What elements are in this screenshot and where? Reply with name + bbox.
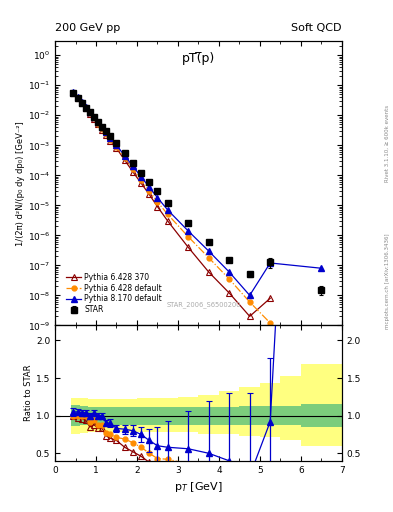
Pythia 6.428 370 bbox=[71, 90, 76, 96]
Pythia 6.428 370 bbox=[155, 204, 160, 210]
Pythia 8.170 default bbox=[122, 153, 127, 159]
Pythia 6.428 default bbox=[147, 188, 152, 194]
Pythia 6.428 default bbox=[206, 254, 211, 261]
Pythia 8.170 default bbox=[100, 124, 105, 131]
Pythia 8.170 default bbox=[147, 184, 152, 190]
Pythia 6.428 370 bbox=[139, 180, 143, 186]
Pythia 6.428 default bbox=[88, 110, 92, 116]
Text: 200 GeV pp: 200 GeV pp bbox=[55, 23, 120, 33]
Pythia 6.428 370 bbox=[79, 100, 84, 106]
Pythia 8.170 default bbox=[227, 269, 231, 275]
Pythia 6.428 370 bbox=[122, 157, 127, 163]
Pythia 8.170 default bbox=[75, 94, 80, 100]
Pythia 6.428 370 bbox=[206, 269, 211, 275]
Pythia 6.428 370 bbox=[100, 126, 105, 133]
Pythia 8.170 default bbox=[165, 207, 170, 213]
Pythia 6.428 370 bbox=[114, 145, 119, 151]
Pythia 6.428 370 bbox=[186, 244, 191, 250]
Pythia 8.170 default bbox=[104, 130, 108, 136]
Pythia 6.428 370 bbox=[96, 121, 101, 127]
Pythia 6.428 default bbox=[165, 211, 170, 218]
Y-axis label: 1/(2π) d²N/(p₀ dy dp₀) [GeV⁻²]: 1/(2π) d²N/(p₀ dy dp₀) [GeV⁻²] bbox=[16, 121, 25, 246]
Pythia 6.428 370 bbox=[227, 290, 231, 296]
Pythia 6.428 370 bbox=[92, 116, 96, 122]
Pythia 8.170 default bbox=[319, 265, 324, 271]
Pythia 8.170 default bbox=[88, 109, 92, 115]
Pythia 6.428 370 bbox=[165, 218, 170, 224]
X-axis label: p$_T$ [GeV]: p$_T$ [GeV] bbox=[174, 480, 223, 494]
Pythia 6.428 default bbox=[92, 115, 96, 121]
Pythia 6.428 default bbox=[186, 233, 191, 240]
Pythia 6.428 default bbox=[247, 299, 252, 305]
Pythia 8.170 default bbox=[130, 163, 135, 169]
Pythia 6.428 default bbox=[227, 276, 231, 282]
Pythia 6.428 370 bbox=[247, 313, 252, 319]
Text: mcplots.cern.ch [arXiv:1306.3436]: mcplots.cern.ch [arXiv:1306.3436] bbox=[385, 234, 390, 329]
Pythia 8.170 default bbox=[83, 104, 88, 110]
Legend: Pythia 6.428 370, Pythia 6.428 default, Pythia 8.170 default, STAR: Pythia 6.428 370, Pythia 6.428 default, … bbox=[64, 271, 164, 316]
Pythia 8.170 default bbox=[155, 195, 160, 201]
Text: pT(̅p): pT(̅p) bbox=[182, 52, 215, 66]
Pythia 8.170 default bbox=[96, 119, 101, 125]
Pythia 6.428 default bbox=[75, 95, 80, 101]
Text: Soft QCD: Soft QCD bbox=[292, 23, 342, 33]
Pythia 8.170 default bbox=[108, 135, 113, 141]
Pythia 6.428 370 bbox=[75, 95, 80, 101]
Pythia 6.428 370 bbox=[83, 105, 88, 112]
Pythia 8.170 default bbox=[79, 99, 84, 105]
Pythia 6.428 default bbox=[79, 100, 84, 106]
Pythia 6.428 370 bbox=[88, 111, 92, 117]
Pythia 6.428 370 bbox=[104, 132, 108, 138]
Pythia 6.428 default bbox=[114, 144, 119, 151]
Pythia 6.428 default bbox=[108, 137, 113, 143]
Pythia 8.170 default bbox=[186, 228, 191, 234]
Pythia 6.428 370 bbox=[268, 295, 273, 302]
Pythia 6.428 default bbox=[96, 120, 101, 126]
Line: Pythia 6.428 default: Pythia 6.428 default bbox=[71, 91, 273, 326]
Line: Pythia 6.428 370: Pythia 6.428 370 bbox=[70, 90, 273, 319]
Text: Rivet 3.1.10, ≥ 600k events: Rivet 3.1.10, ≥ 600k events bbox=[385, 105, 390, 182]
Line: Pythia 8.170 default: Pythia 8.170 default bbox=[70, 89, 325, 298]
Pythia 6.428 default bbox=[155, 199, 160, 205]
Pythia 6.428 370 bbox=[130, 169, 135, 175]
Pythia 6.428 370 bbox=[147, 191, 152, 198]
Pythia 6.428 default bbox=[104, 132, 108, 138]
Pythia 6.428 default bbox=[130, 166, 135, 172]
Pythia 8.170 default bbox=[114, 142, 119, 148]
Pythia 8.170 default bbox=[268, 260, 273, 266]
Pythia 6.428 370 bbox=[108, 138, 113, 144]
Pythia 6.428 default bbox=[100, 126, 105, 132]
Pythia 8.170 default bbox=[71, 89, 76, 95]
Pythia 8.170 default bbox=[206, 248, 211, 254]
Y-axis label: Ratio to STAR: Ratio to STAR bbox=[24, 365, 33, 421]
Pythia 6.428 default bbox=[139, 177, 143, 183]
Pythia 6.428 default bbox=[122, 155, 127, 161]
Pythia 8.170 default bbox=[139, 174, 143, 180]
Pythia 6.428 default bbox=[71, 90, 76, 96]
Pythia 8.170 default bbox=[247, 292, 252, 298]
Text: STAR_2006_S6500200: STAR_2006_S6500200 bbox=[167, 302, 241, 308]
Pythia 8.170 default bbox=[92, 114, 96, 120]
Pythia 6.428 default bbox=[83, 104, 88, 111]
Pythia 6.428 default bbox=[268, 320, 273, 326]
